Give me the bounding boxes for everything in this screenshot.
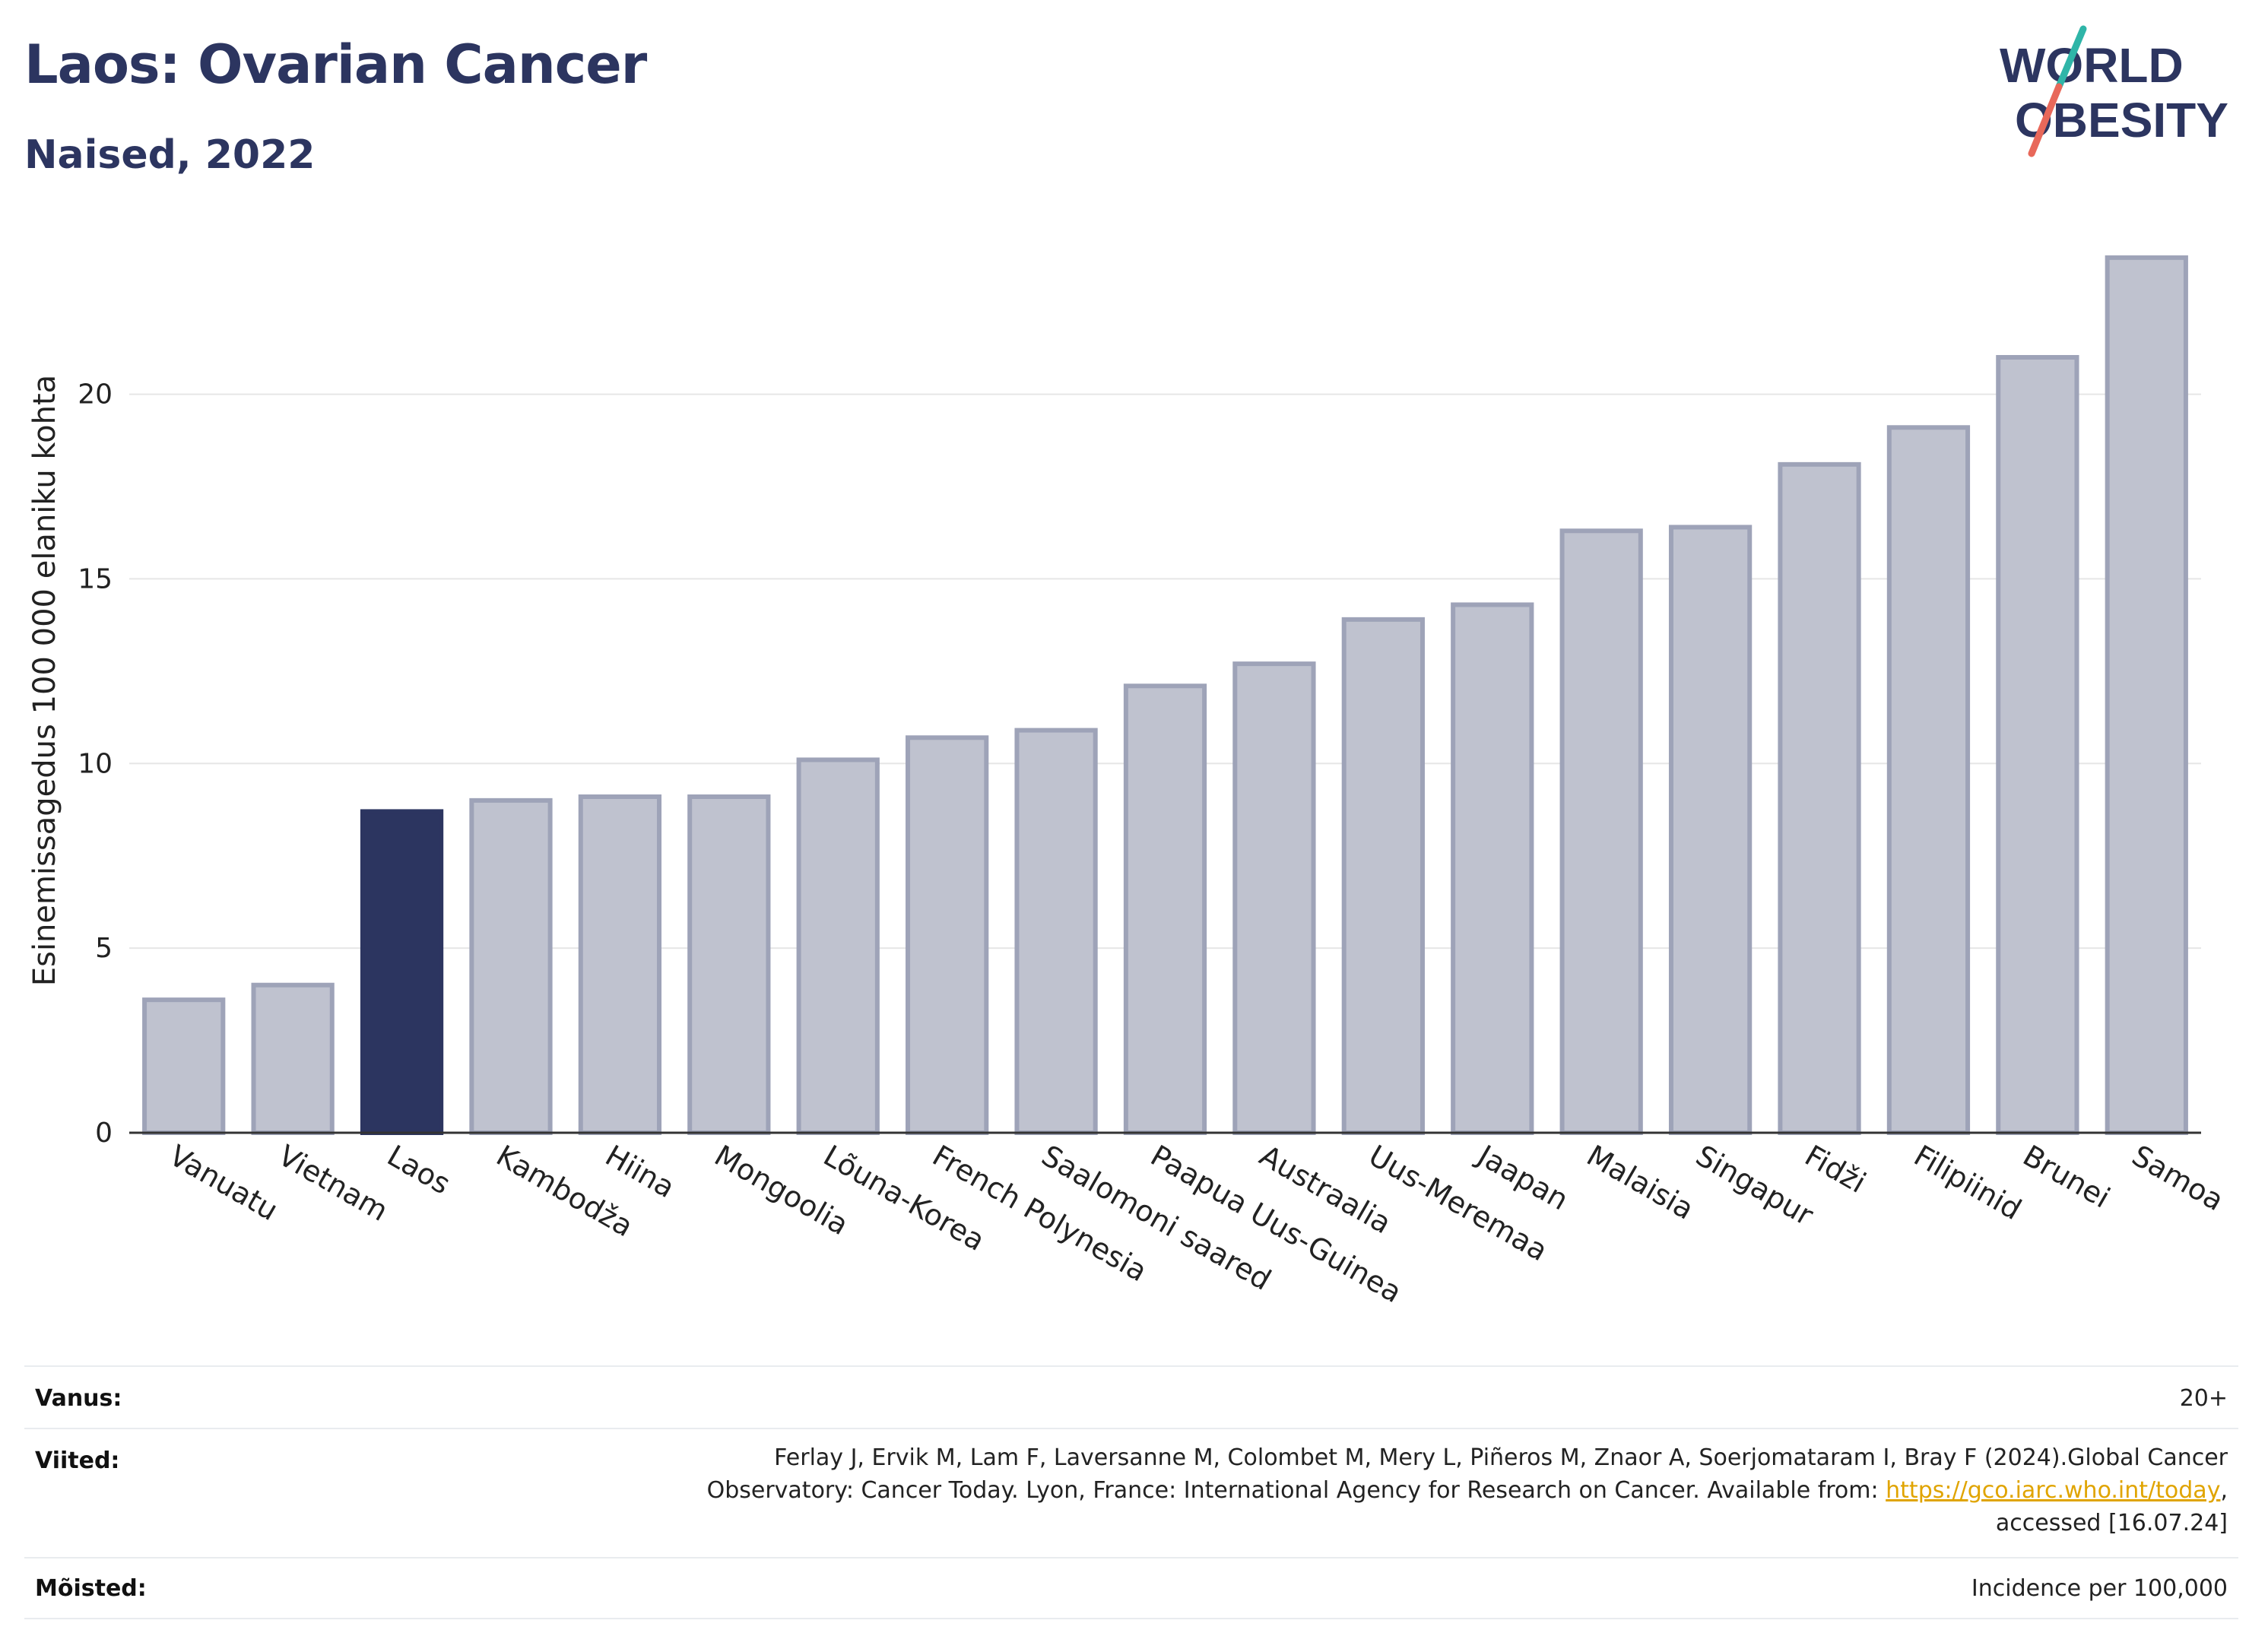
x-tick-label: Fidži	[1800, 1139, 1872, 1200]
y-tick-label: 10	[78, 748, 113, 779]
meta-refs-line2-text: Observatory: Cancer Today. Lyon, France:…	[706, 1477, 1886, 1504]
metadata-table: Vanus: 20+ Viited: Ferlay J, Ervik M, La…	[24, 1365, 2238, 1619]
bar	[796, 757, 880, 1136]
x-tick-label: Uus-Meremaa	[1363, 1139, 1553, 1268]
bar	[1451, 602, 1534, 1135]
bar	[1778, 461, 1861, 1136]
logo-slash-top	[2055, 25, 2087, 90]
y-tick-label: 5	[95, 933, 113, 964]
bar	[1668, 525, 1753, 1135]
meta-refs-line3: accessed [16.07.24]	[1995, 1510, 2228, 1536]
meta-row-age: Vanus: 20+	[24, 1365, 2238, 1429]
meta-refs-line2-comma: ,	[2220, 1477, 2228, 1504]
bar	[251, 982, 335, 1135]
meta-definitions-label: Mõisted:	[35, 1575, 147, 1602]
bar	[2105, 255, 2188, 1135]
x-tick-label: Samoa	[2127, 1139, 2229, 1218]
x-tick-label: Filipiinid	[1908, 1139, 2027, 1226]
meta-row-definitions: Mõisted: Incidence per 100,000	[24, 1557, 2238, 1619]
bar	[469, 797, 553, 1135]
meta-row-references: Viited: Ferlay J, Ervik M, Lam F, Lavers…	[24, 1428, 2238, 1558]
meta-refs-value: Ferlay J, Ervik M, Lam F, Laversanne M, …	[327, 1441, 2228, 1539]
bar	[906, 735, 989, 1135]
y-tick-label: 20	[78, 379, 113, 411]
x-tick-label: Singapur	[1690, 1139, 1819, 1232]
x-tick-label: Malaisia	[1581, 1139, 1699, 1226]
bar	[360, 809, 444, 1136]
bar	[1232, 661, 1316, 1135]
meta-definitions-value: Incidence per 100,000	[1971, 1575, 2228, 1602]
reference-link[interactable]: https://gco.iarc.who.int/today	[1886, 1477, 2221, 1504]
bar	[687, 794, 771, 1135]
bar	[578, 794, 662, 1135]
x-tick-label: Vanuatu	[163, 1139, 284, 1227]
logo-slash-bottom	[2028, 83, 2063, 157]
meta-age-label: Vanus:	[35, 1385, 122, 1412]
bar	[1886, 425, 1971, 1135]
y-axis-label: Esinemissagedus 100 000 elaniku kohta	[27, 375, 62, 986]
meta-refs-line1: Ferlay J, Ervik M, Lam F, Laversanne M, …	[774, 1444, 2228, 1471]
bar	[1996, 355, 2079, 1135]
y-tick-label: 15	[78, 563, 113, 595]
y-tick-label: 0	[95, 1118, 113, 1149]
world-obesity-logo: WORLD OBESITY	[2000, 25, 2228, 157]
bar	[1123, 683, 1207, 1135]
page-title: Laos: Ovarian Cancer	[24, 33, 647, 96]
logo-line1: WORLD	[2000, 38, 2184, 93]
x-tick-label: Vietnam	[273, 1139, 394, 1228]
meta-refs-label: Viited:	[35, 1447, 120, 1474]
meta-refs-line2: Observatory: Cancer Today. Lyon, France:…	[327, 1474, 2228, 1507]
page-subtitle: Naised, 2022	[24, 132, 316, 178]
x-tick-label: Laos	[382, 1139, 456, 1201]
x-tick-label: Brunei	[2017, 1139, 2115, 1215]
bar	[142, 997, 226, 1135]
bar	[1014, 728, 1098, 1135]
x-tick-label: Hiina	[600, 1139, 680, 1205]
meta-age-value: 20+	[2179, 1385, 2228, 1412]
bar	[1559, 528, 1643, 1135]
bar	[1341, 617, 1425, 1135]
